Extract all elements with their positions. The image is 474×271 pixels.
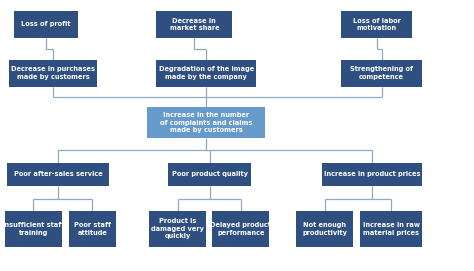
- Text: Poor after-sales service: Poor after-sales service: [14, 171, 102, 177]
- FancyBboxPatch shape: [69, 211, 116, 247]
- FancyBboxPatch shape: [7, 163, 109, 186]
- FancyBboxPatch shape: [5, 211, 62, 247]
- FancyBboxPatch shape: [156, 11, 232, 38]
- Text: Delayed product
performance: Delayed product performance: [210, 222, 271, 236]
- Text: Poor staff
attitude: Poor staff attitude: [74, 222, 111, 236]
- FancyBboxPatch shape: [322, 163, 422, 186]
- Text: Decrease in
market share: Decrease in market share: [170, 18, 219, 31]
- Text: Degradation of the image
made by the company: Degradation of the image made by the com…: [159, 66, 254, 80]
- Text: Product is
damaged very
quickly: Product is damaged very quickly: [151, 218, 204, 240]
- FancyBboxPatch shape: [296, 211, 353, 247]
- FancyBboxPatch shape: [360, 211, 422, 247]
- FancyBboxPatch shape: [341, 60, 422, 87]
- FancyBboxPatch shape: [156, 60, 256, 87]
- Text: Increase in the number
of complaints and claims
made by customers: Increase in the number of complaints and…: [160, 112, 252, 133]
- Text: Insufficient staff
training: Insufficient staff training: [2, 222, 64, 236]
- FancyBboxPatch shape: [341, 11, 412, 38]
- FancyBboxPatch shape: [212, 211, 269, 247]
- FancyBboxPatch shape: [14, 11, 78, 38]
- Text: Loss of profit: Loss of profit: [21, 21, 71, 27]
- FancyBboxPatch shape: [168, 163, 251, 186]
- FancyBboxPatch shape: [149, 211, 206, 247]
- FancyBboxPatch shape: [9, 60, 97, 87]
- Text: Loss of labor
motivation: Loss of labor motivation: [353, 18, 401, 31]
- Text: Not enough
productivity: Not enough productivity: [302, 222, 347, 236]
- Text: Increase in raw
material prices: Increase in raw material prices: [363, 222, 419, 236]
- Text: Strengthening of
competence: Strengthening of competence: [350, 66, 413, 80]
- Text: Increase in product prices: Increase in product prices: [324, 171, 420, 177]
- Text: Poor product quality: Poor product quality: [172, 171, 248, 177]
- FancyBboxPatch shape: [147, 107, 265, 138]
- Text: Decrease in purchases
made by customers: Decrease in purchases made by customers: [11, 66, 95, 80]
